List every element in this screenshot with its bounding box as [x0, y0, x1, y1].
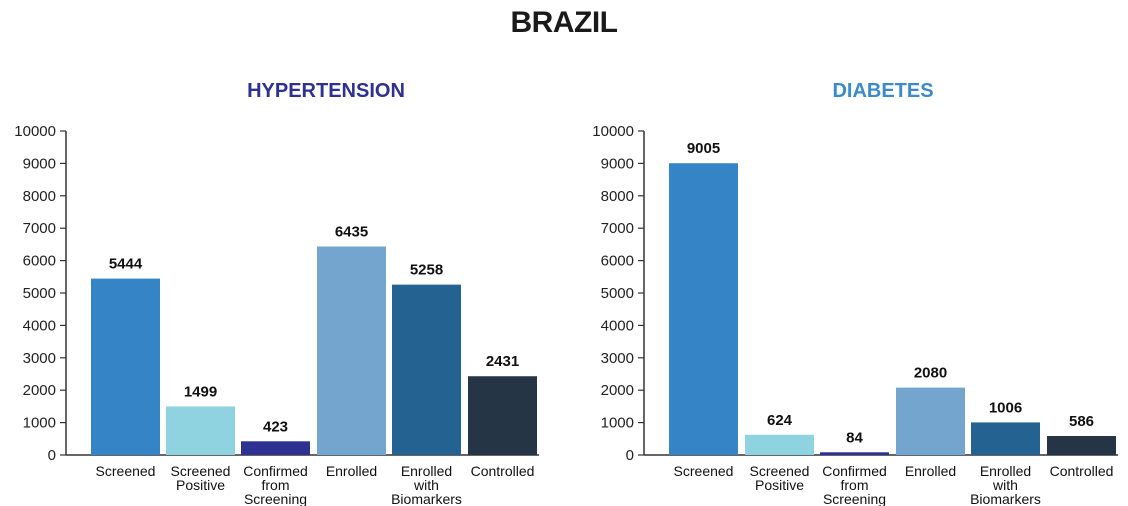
hypertension-data-label: 2431 — [486, 353, 519, 370]
hypertension-bar — [91, 278, 160, 455]
diabetes-chart-title: DIABETES — [832, 80, 933, 102]
diabetes-category-label: Enrolled — [905, 463, 956, 479]
hypertension-y-tick-label: 8000 — [23, 188, 56, 205]
diabetes-bar — [1047, 436, 1116, 455]
hypertension-data-label: 6435 — [335, 224, 368, 241]
hypertension-data-label: 1499 — [184, 383, 217, 400]
diabetes-y-tick-label: 3000 — [601, 350, 634, 367]
diabetes-data-label: 1006 — [989, 399, 1022, 416]
diabetes-category-label: Screened Positive — [750, 463, 810, 493]
diabetes-y-tick-label: 7000 — [601, 220, 634, 237]
diabetes-y-tick-label: 10000 — [592, 123, 634, 140]
diabetes-category-label: Confirmed from Screening — [822, 463, 887, 506]
diabetes-y-tick-label: 4000 — [601, 317, 634, 334]
diabetes-data-label: 624 — [767, 412, 793, 429]
hypertension-y-tick-label: 6000 — [23, 253, 56, 270]
hypertension-chart: HYPERTENSION 0 1000 2000 3000 4000 5000 6000 700… — [14, 80, 539, 506]
hypertension-data-label: 423 — [263, 418, 288, 435]
hypertension-y-tick-label: 7000 — [23, 220, 56, 237]
diabetes-category-label: Enrolled with Biomarkers — [970, 463, 1041, 506]
hypertension-category-label: Confirmed from Screening — [243, 463, 308, 506]
diabetes-y-tick-label: 6000 — [601, 253, 634, 270]
hypertension-data-label: 5444 — [109, 256, 143, 273]
page-title: BRAZIL — [510, 6, 618, 39]
hypertension-category-label: Screened — [96, 463, 156, 479]
diabetes-y-tick-label: 1000 — [601, 415, 634, 432]
hypertension-bar — [241, 441, 310, 455]
diabetes-bar — [669, 163, 738, 455]
hypertension-y-tick-label: 2000 — [23, 382, 56, 399]
diabetes-category-label: Controlled — [1050, 463, 1114, 479]
diabetes-data-label: 84 — [846, 429, 863, 446]
hypertension-y-tick-label: 4000 — [23, 317, 56, 334]
diabetes-y-tick-label: 8000 — [601, 188, 634, 205]
diabetes-bar — [971, 422, 1040, 455]
hypertension-bar — [392, 284, 461, 455]
diabetes-data-label: 2080 — [914, 365, 947, 382]
diabetes-data-label: 586 — [1069, 413, 1094, 430]
hypertension-bar — [468, 376, 537, 455]
diabetes-bar — [820, 452, 889, 455]
hypertension-y-tick-label: 3000 — [23, 350, 56, 367]
hypertension-bar — [166, 406, 235, 455]
hypertension-y-tick-label: 10000 — [14, 123, 56, 140]
hypertension-category-label: Enrolled with Biomarkers — [391, 463, 462, 506]
diabetes-chart: DIABETES 0 1000 2000 3000 4000 5000 6000 7000 800… — [592, 80, 1118, 506]
hypertension-y-tick-label: 0 — [48, 447, 56, 464]
hypertension-category-label: Enrolled — [326, 463, 377, 479]
diabetes-bar — [745, 434, 814, 455]
diabetes-y-tick-label: 5000 — [601, 285, 634, 302]
diabetes-bar — [896, 387, 965, 455]
hypertension-y-tick-label: 5000 — [23, 285, 56, 302]
hypertension-y-tick-label: 1000 — [23, 415, 56, 432]
hypertension-category-label: Controlled — [471, 463, 535, 479]
hypertension-chart-title: HYPERTENSION — [247, 80, 405, 102]
diabetes-y-tick-label: 2000 — [601, 382, 634, 399]
diabetes-y-tick-label: 9000 — [601, 155, 634, 172]
diabetes-category-label: Screened — [674, 463, 734, 479]
hypertension-data-label: 5258 — [410, 262, 443, 279]
diabetes-data-label: 9005 — [687, 140, 720, 157]
hypertension-category-label: Screened Positive — [171, 463, 231, 493]
diabetes-y-tick-label: 0 — [626, 447, 634, 464]
hypertension-bar — [317, 246, 386, 455]
hypertension-y-tick-label: 9000 — [23, 155, 56, 172]
